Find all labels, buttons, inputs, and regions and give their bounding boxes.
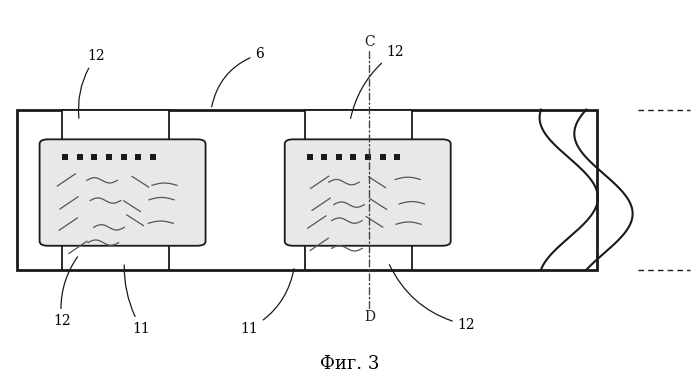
Text: 12: 12 [389, 265, 475, 332]
Bar [62, 110, 169, 148]
Bar [305, 110, 412, 148]
Text: D: D [364, 310, 375, 324]
Text: 11: 11 [124, 265, 150, 336]
FancyBboxPatch shape [40, 139, 206, 246]
Bar [305, 232, 412, 270]
FancyBboxPatch shape [285, 139, 451, 246]
Text: 12: 12 [351, 45, 404, 118]
Text: Фиг. 3: Фиг. 3 [321, 355, 379, 373]
Bar [62, 232, 169, 270]
Text: 12: 12 [53, 257, 78, 328]
Text: 11: 11 [240, 269, 294, 336]
Text: C: C [364, 34, 374, 48]
Text: 6: 6 [211, 47, 264, 107]
Bar [17, 110, 596, 270]
Text: 12: 12 [78, 49, 105, 118]
